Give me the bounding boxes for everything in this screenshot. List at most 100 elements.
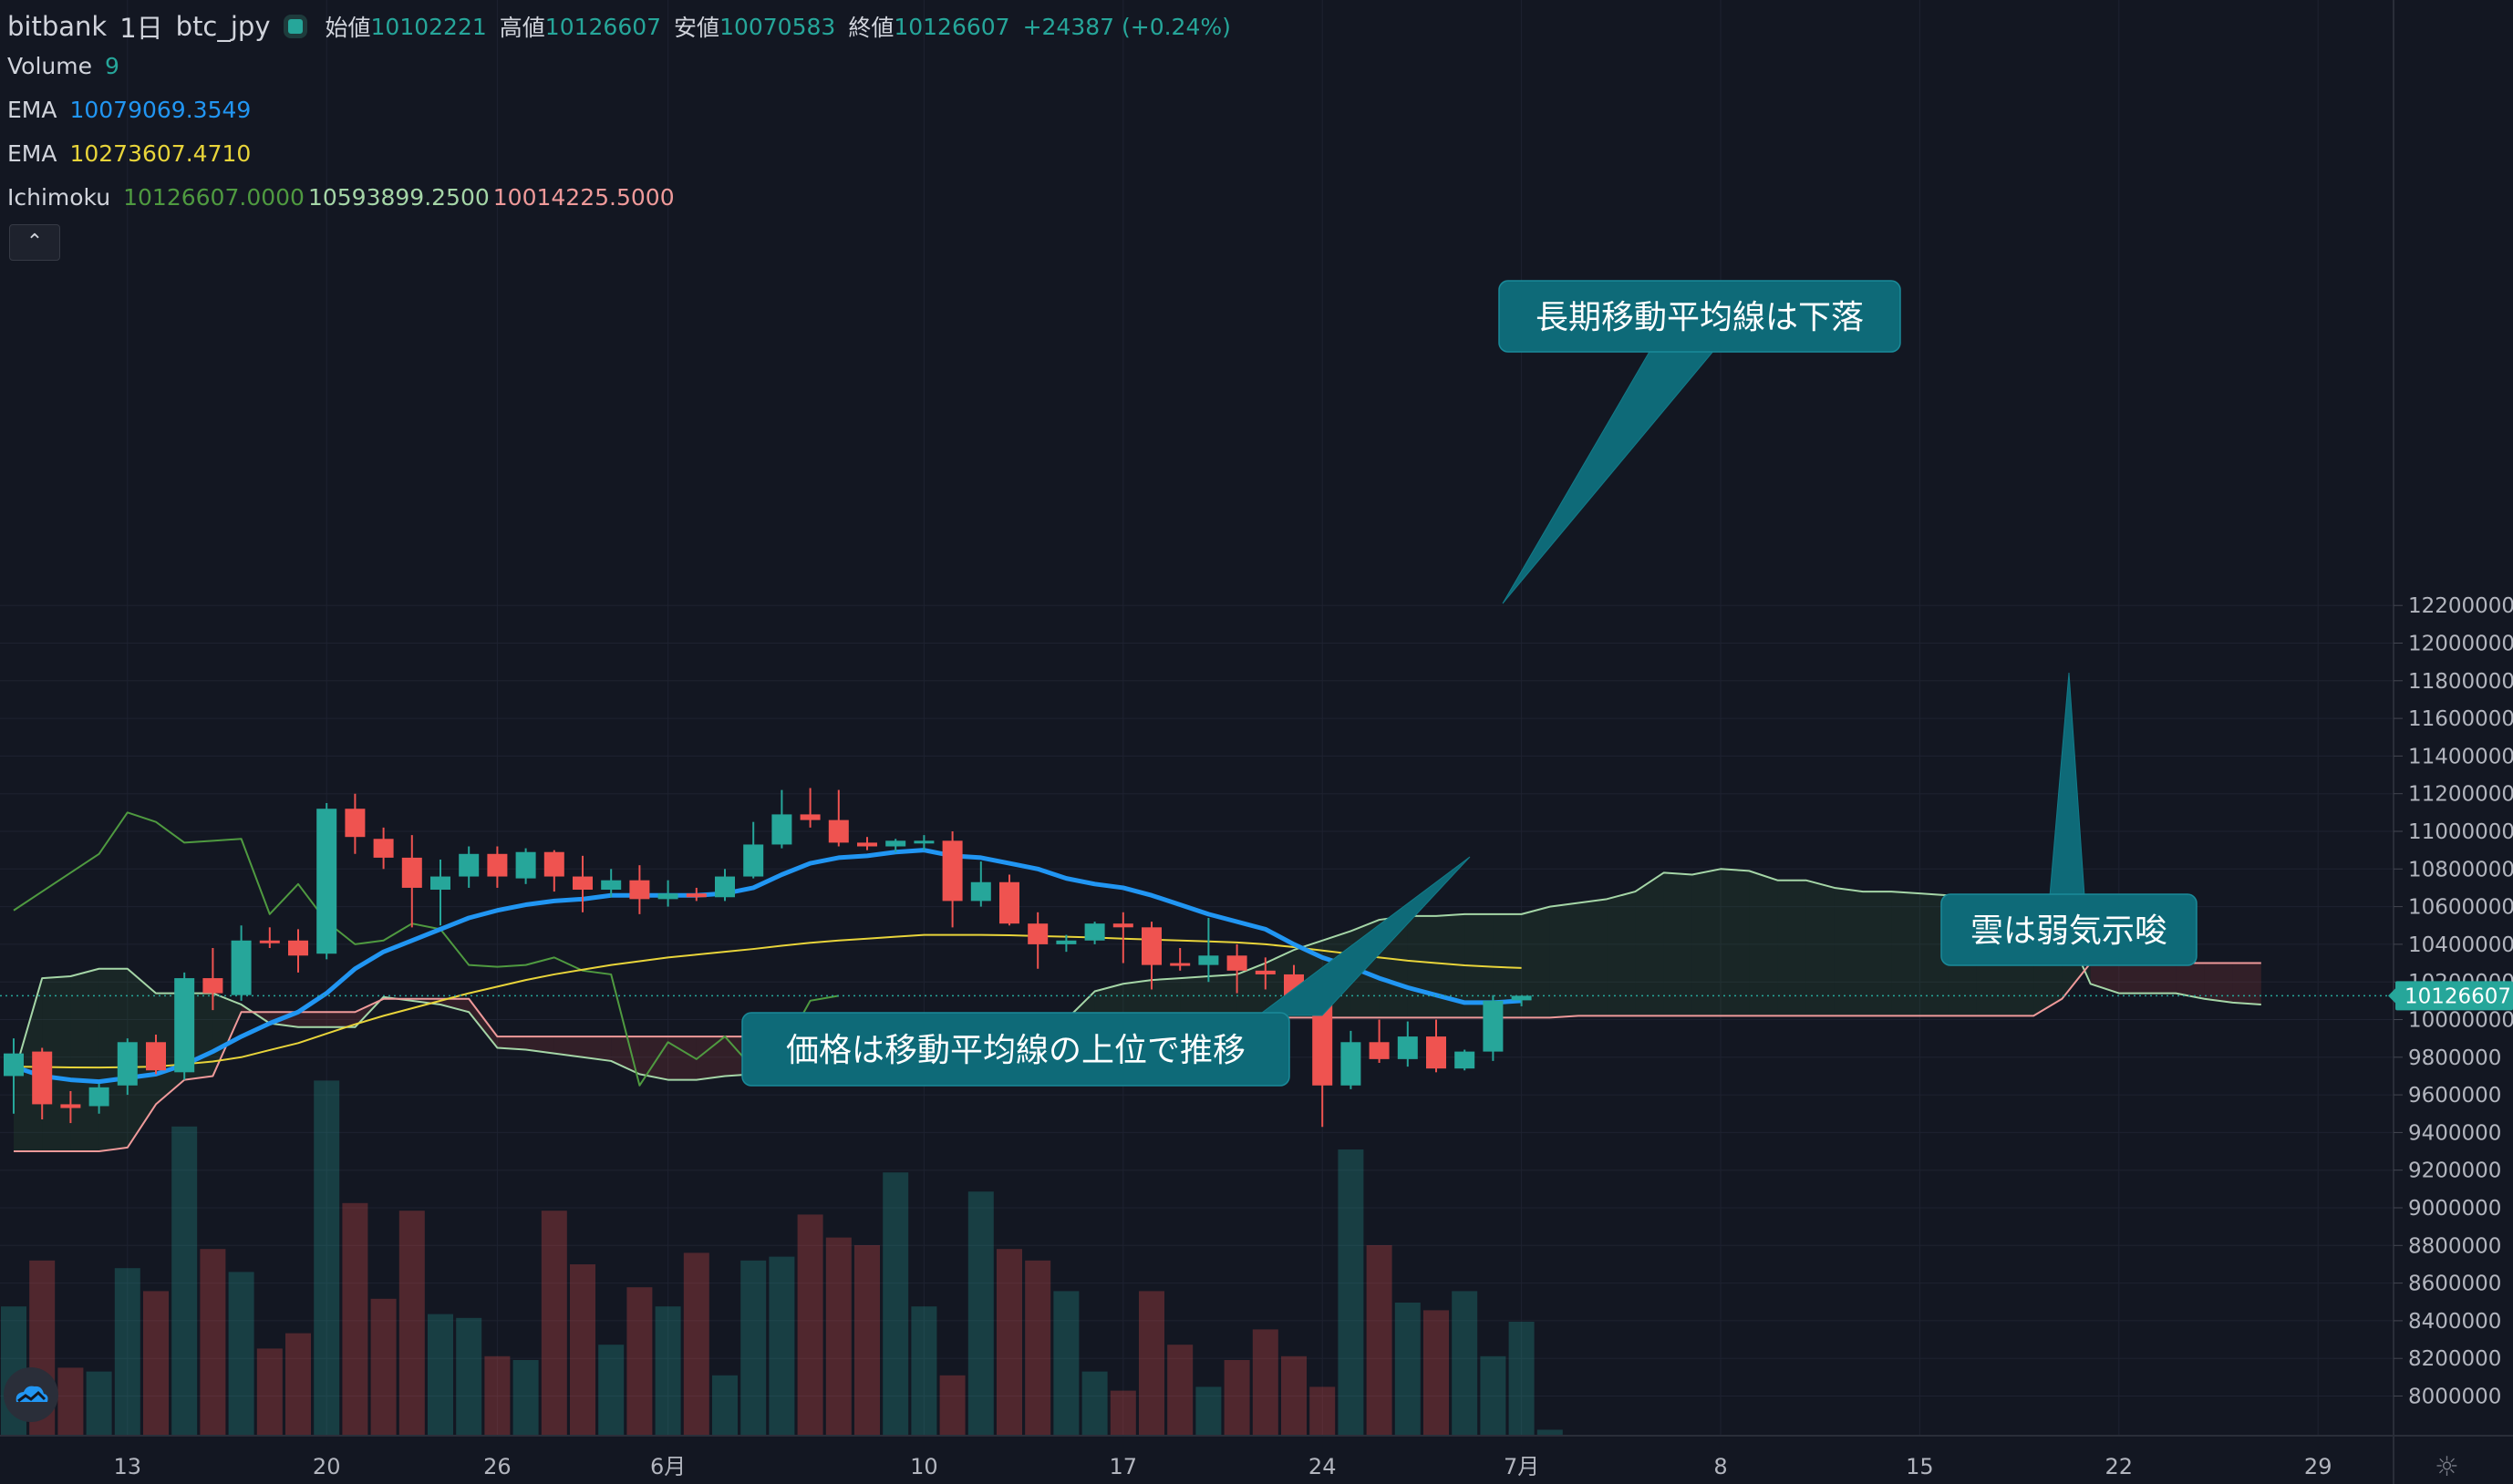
kumo-segment bbox=[1180, 976, 1209, 1018]
open-label: 始値 bbox=[325, 15, 371, 41]
volume-bar bbox=[1480, 1355, 1506, 1437]
volume-bar bbox=[683, 1252, 709, 1437]
y-tick-label: 8800000 bbox=[2408, 1234, 2501, 1258]
low-value: 10070583 bbox=[719, 13, 836, 40]
x-tick-label: 17 bbox=[1110, 1454, 1138, 1479]
chikou-span-line bbox=[13, 811, 839, 1087]
kumo-segment bbox=[639, 1036, 668, 1080]
volume-bar bbox=[1423, 1310, 1449, 1437]
kumo-segment bbox=[1521, 906, 1550, 1018]
ema-short-legend[interactable]: EMA 10079069.3549 bbox=[7, 97, 264, 123]
volume-bar bbox=[1139, 1291, 1164, 1437]
candle-body bbox=[174, 978, 195, 1073]
tradingview-logo[interactable] bbox=[4, 1367, 58, 1422]
y-tick-label: 12000000 bbox=[2408, 633, 2513, 656]
last-price-badge-arrow bbox=[2388, 987, 2396, 1005]
callout-box bbox=[1498, 280, 1901, 353]
annotation-price-above-ema: 価格は移動平均線の上位で推移 bbox=[741, 856, 1471, 1087]
ichimoku-legend[interactable]: Ichimoku 10126607.0000 10593899.2500 100… bbox=[7, 184, 688, 211]
symbol-legend: bitbank 1日 btc_jpy 始値 10102221 高値 101266… bbox=[7, 7, 1244, 46]
volume-bar bbox=[228, 1272, 254, 1437]
y-tick-label: 9000000 bbox=[2408, 1197, 2501, 1221]
ichimoku-label: Ichimoku bbox=[7, 184, 111, 211]
y-tick-label: 11600000 bbox=[2408, 707, 2513, 731]
y-tick-label: 9800000 bbox=[2408, 1046, 2501, 1070]
candle-body bbox=[857, 842, 877, 847]
callout-pointer bbox=[2049, 672, 2085, 897]
callout-box bbox=[741, 1012, 1290, 1087]
y-tick-label: 8600000 bbox=[2408, 1273, 2501, 1296]
symbol-label[interactable]: btc_jpy bbox=[175, 11, 271, 42]
candle-body bbox=[743, 844, 764, 877]
x-tick-label: 10 bbox=[910, 1454, 938, 1479]
ema-short-value: 10079069.3549 bbox=[69, 97, 252, 123]
x-tick-label: 13 bbox=[114, 1454, 142, 1479]
x-tick-label: 8 bbox=[1713, 1454, 1727, 1479]
volume-bar bbox=[541, 1211, 567, 1437]
kumo-segment bbox=[2147, 963, 2177, 994]
ema-long-line bbox=[13, 933, 1522, 1069]
candle-body bbox=[942, 840, 963, 902]
y-tick-label: 10400000 bbox=[2408, 933, 2513, 957]
y-tick-label: 10000000 bbox=[2408, 1009, 2513, 1033]
candle-body bbox=[715, 876, 735, 898]
volume-legend[interactable]: Volume 9 bbox=[7, 53, 132, 79]
volume-bar bbox=[314, 1080, 340, 1437]
collapse-legend-button[interactable]: ⌃ bbox=[9, 224, 60, 261]
x-tick-label: 24 bbox=[1308, 1454, 1337, 1479]
volume-bar bbox=[1452, 1291, 1478, 1437]
senkou-span-a-line bbox=[13, 868, 2261, 1081]
kumo-segment bbox=[497, 1036, 526, 1050]
candle-body bbox=[1340, 1042, 1361, 1086]
candle-body bbox=[629, 880, 650, 900]
kumo-segment bbox=[298, 1012, 327, 1027]
y-tick-label: 9200000 bbox=[2408, 1159, 2501, 1183]
x-tick-label: 7月 bbox=[1504, 1454, 1539, 1479]
volume-bar bbox=[484, 1355, 511, 1437]
volume-bar bbox=[1536, 1429, 1563, 1437]
kumo-segment bbox=[1891, 891, 1920, 1016]
kumo-segment bbox=[1777, 880, 1806, 1016]
candle-body bbox=[1112, 923, 1133, 928]
kumo-segment bbox=[1721, 869, 1750, 1016]
candle-body bbox=[288, 940, 308, 956]
ema-long-legend[interactable]: EMA 10273607.4710 bbox=[7, 140, 264, 167]
volume-bar bbox=[428, 1314, 453, 1437]
candle-body bbox=[32, 1051, 53, 1105]
volume-bar bbox=[86, 1371, 112, 1437]
annotation-ema-falling: 長期移動平均線は下落 bbox=[1498, 280, 1901, 604]
candle-body bbox=[1084, 923, 1105, 941]
volume-bar bbox=[256, 1348, 283, 1437]
candle-body bbox=[885, 840, 906, 847]
candle-body bbox=[259, 940, 280, 943]
volume-bar bbox=[712, 1375, 738, 1437]
candle-body bbox=[146, 1042, 166, 1071]
callout-text: 長期移動平均線は下落 bbox=[1536, 299, 1864, 336]
cloud-logo-icon bbox=[16, 1386, 48, 1403]
candle-body bbox=[60, 1104, 81, 1108]
volume-bar bbox=[1338, 1149, 1364, 1437]
interval-label[interactable]: 1日 bbox=[119, 13, 163, 44]
kumo-segment bbox=[1407, 915, 1436, 1018]
x-tick-label: 22 bbox=[2105, 1454, 2134, 1479]
volume-bar bbox=[456, 1317, 482, 1437]
candle-body bbox=[1226, 955, 1247, 971]
y-tick-label: 11800000 bbox=[2408, 670, 2513, 694]
close-label: 終値 bbox=[848, 15, 895, 41]
kumo-segment bbox=[469, 998, 498, 1048]
candle-body bbox=[88, 1087, 109, 1107]
volume-bar bbox=[769, 1256, 795, 1437]
x-tick-label: 6月 bbox=[650, 1454, 686, 1479]
volume-bar bbox=[1252, 1329, 1278, 1437]
candle-body bbox=[1028, 923, 1049, 944]
candle-body bbox=[1454, 1051, 1475, 1069]
volume-bar bbox=[883, 1172, 909, 1437]
kumo-segment bbox=[1863, 891, 1892, 1016]
gear-icon[interactable]: ☼ bbox=[2435, 1451, 2459, 1483]
y-tick-label: 8000000 bbox=[2408, 1386, 2501, 1409]
kumo-segment bbox=[1549, 902, 1578, 1018]
candle-body bbox=[1142, 927, 1162, 965]
volume-bar bbox=[1167, 1345, 1194, 1437]
